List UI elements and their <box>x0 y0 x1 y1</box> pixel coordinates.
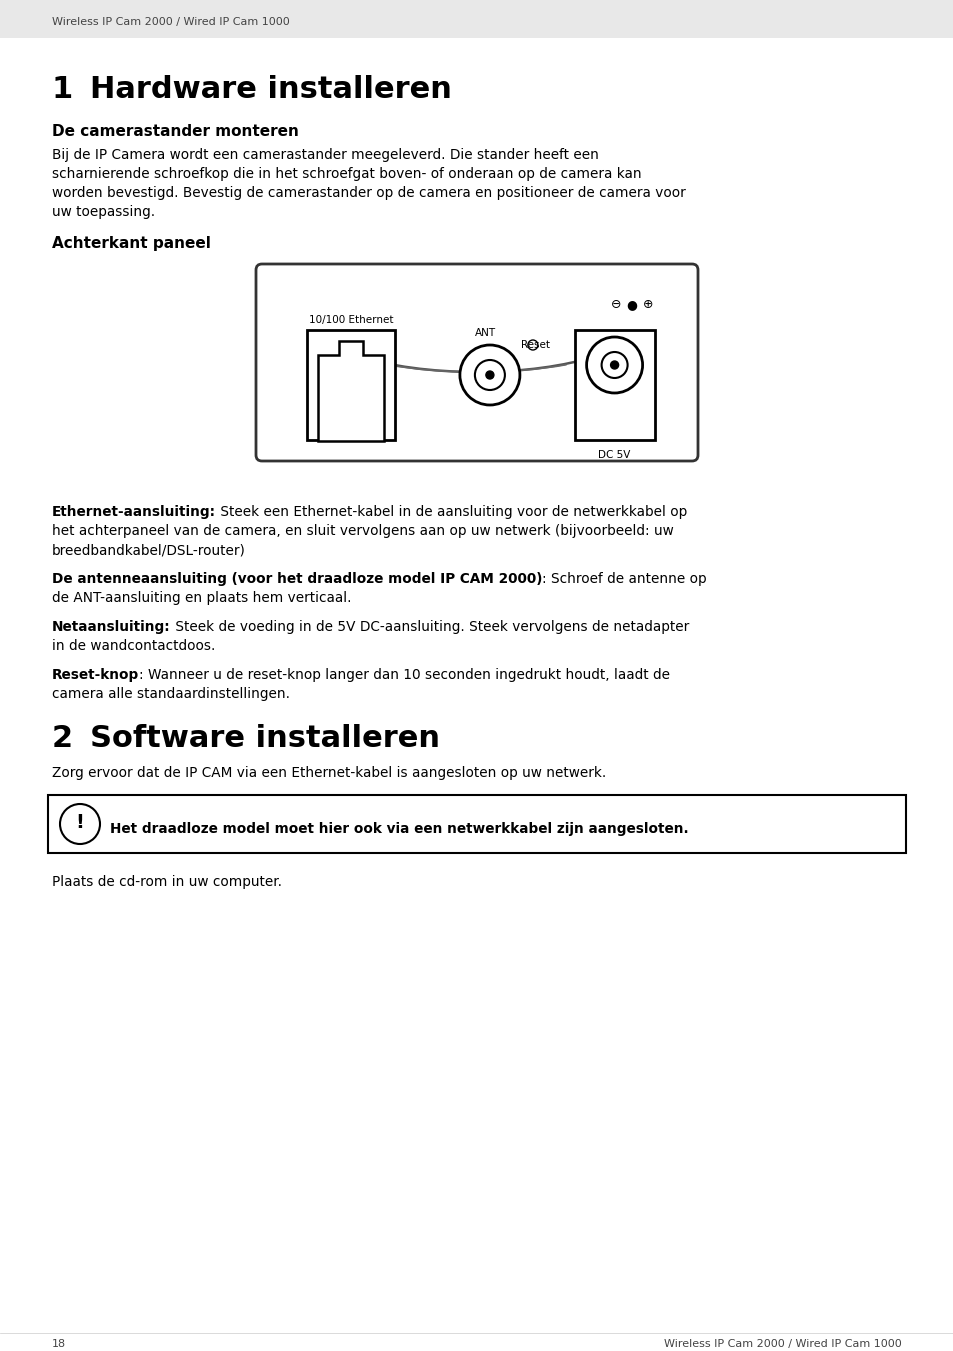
Circle shape <box>601 353 627 378</box>
Text: 2: 2 <box>52 724 73 753</box>
Text: Steek de voeding in de 5V DC-aansluiting. Steek vervolgens de netadapter: Steek de voeding in de 5V DC-aansluiting… <box>171 620 688 634</box>
Text: Hardware installeren: Hardware installeren <box>90 76 452 104</box>
Text: Steek een Ethernet-kabel in de aansluiting voor de netwerkkabel op: Steek een Ethernet-kabel in de aansluiti… <box>215 505 686 519</box>
Text: ⊕: ⊕ <box>642 299 653 312</box>
Text: 1: 1 <box>52 76 73 104</box>
Circle shape <box>527 340 537 350</box>
Text: worden bevestigd. Bevestig de camerastander op de camera en positioneer de camer: worden bevestigd. Bevestig de camerastan… <box>52 186 685 200</box>
Bar <box>48 794 905 852</box>
Text: De camerastander monteren: De camerastander monteren <box>52 124 298 139</box>
Text: Wireless IP Cam 2000 / Wired IP Cam 1000: Wireless IP Cam 2000 / Wired IP Cam 1000 <box>52 18 290 27</box>
Text: : Wanneer u de reset-knop langer dan 10 seconden ingedrukt houdt, laadt de: : Wanneer u de reset-knop langer dan 10 … <box>139 667 670 682</box>
Text: Het draadloze model moet hier ook via een netwerkkabel zijn aangesloten.: Het draadloze model moet hier ook via ee… <box>110 821 688 836</box>
Text: Reset-knop: Reset-knop <box>52 667 139 682</box>
Text: Zorg ervoor dat de IP CAM via een Ethernet-kabel is aangesloten op uw netwerk.: Zorg ervoor dat de IP CAM via een Ethern… <box>52 766 605 780</box>
Text: camera alle standaardinstellingen.: camera alle standaardinstellingen. <box>52 688 290 701</box>
Text: ANT: ANT <box>475 328 496 338</box>
Circle shape <box>586 336 642 393</box>
Bar <box>574 330 654 440</box>
Text: De antenneaansluiting (voor het draadloze model IP CAM 2000): De antenneaansluiting (voor het draadloz… <box>52 571 542 586</box>
Text: breedbandkabel/DSL-router): breedbandkabel/DSL-router) <box>52 543 246 557</box>
Text: uw toepassing.: uw toepassing. <box>52 205 155 219</box>
Text: 10/100 Ethernet: 10/100 Ethernet <box>309 315 393 326</box>
Text: : Schroef de antenne op: : Schroef de antenne op <box>542 571 706 586</box>
Circle shape <box>459 345 519 405</box>
Circle shape <box>475 359 504 390</box>
Text: Software installeren: Software installeren <box>90 724 439 753</box>
Text: ⊖: ⊖ <box>610 299 620 312</box>
Circle shape <box>485 372 494 380</box>
Text: de ANT-aansluiting en plaats hem verticaal.: de ANT-aansluiting en plaats hem vertica… <box>52 590 351 605</box>
Text: 18: 18 <box>52 1339 66 1350</box>
Text: Achterkant paneel: Achterkant paneel <box>52 236 211 251</box>
FancyBboxPatch shape <box>255 263 698 461</box>
Text: Ethernet-aansluiting:: Ethernet-aansluiting: <box>52 505 215 519</box>
Text: Plaats de cd-rom in uw computer.: Plaats de cd-rom in uw computer. <box>52 875 282 889</box>
Circle shape <box>610 361 618 369</box>
Text: Netaansluiting:: Netaansluiting: <box>52 620 171 634</box>
Bar <box>307 330 395 440</box>
Text: het achterpaneel van de camera, en sluit vervolgens aan op uw netwerk (bijvoorbe: het achterpaneel van de camera, en sluit… <box>52 524 673 538</box>
Text: ●: ● <box>626 299 637 312</box>
Text: in de wandcontactdoos.: in de wandcontactdoos. <box>52 639 215 653</box>
Polygon shape <box>317 340 384 440</box>
Bar <box>0 0 953 38</box>
Text: scharnierende schroefkop die in het schroefgat boven- of onderaan op de camera k: scharnierende schroefkop die in het schr… <box>52 168 641 181</box>
Text: Bij de IP Camera wordt een camerastander meegeleverd. Die stander heeft een: Bij de IP Camera wordt een camerastander… <box>52 149 598 162</box>
Circle shape <box>60 804 100 844</box>
Text: Reset: Reset <box>520 340 549 350</box>
Text: DC 5V: DC 5V <box>598 450 630 459</box>
Text: !: ! <box>75 812 85 831</box>
Text: Wireless IP Cam 2000 / Wired IP Cam 1000: Wireless IP Cam 2000 / Wired IP Cam 1000 <box>663 1339 901 1350</box>
